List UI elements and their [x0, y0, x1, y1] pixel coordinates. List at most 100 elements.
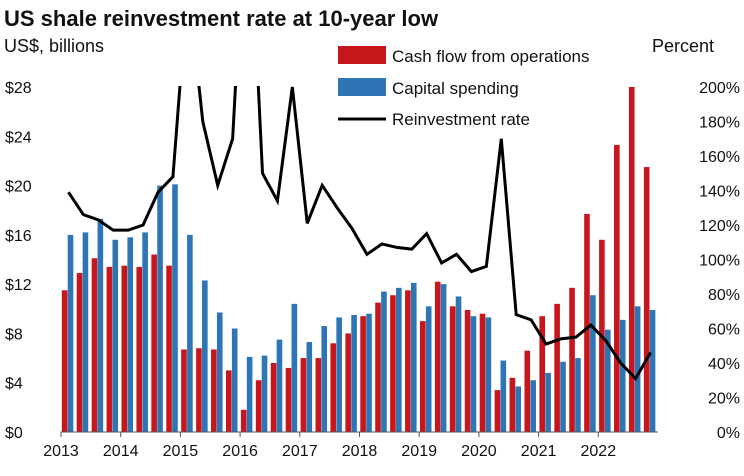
- bar-capital-spending-2014Q4: [172, 184, 178, 432]
- bar-capital-spending-2019Q1: [425, 306, 432, 432]
- y2-tick-label: 120%: [699, 218, 740, 235]
- bar-capital-spending-2016Q1: [246, 356, 253, 432]
- bar-cash-flow-2021Q2: [554, 303, 560, 432]
- bar-cash-flow-2014Q4: [166, 265, 172, 432]
- legend-label-reinvestment-rate: Reinvestment rate: [392, 110, 530, 129]
- left-axis-label: US$, billions: [4, 36, 104, 56]
- bar-capital-spending-2015Q2: [202, 280, 208, 432]
- bar-cash-flow-2020Q3: [509, 377, 516, 432]
- bar-cash-flow-2022Q3: [628, 87, 635, 432]
- bar-cash-flow-2019Q2: [434, 281, 441, 432]
- bar-cash-flow-2020Q2: [494, 390, 501, 432]
- bar-capital-spending-2020Q3: [515, 386, 522, 432]
- bar-capital-spending-2013Q4: [112, 239, 119, 432]
- bar-capital-spending-2017Q3: [336, 317, 342, 432]
- bar-cash-flow-2014Q1: [121, 265, 128, 432]
- y2-tick-label: 80%: [708, 287, 740, 304]
- legend-label-capital-spending: Capital spending: [392, 79, 519, 98]
- x-tick-label-2020: 2020: [461, 443, 497, 460]
- x-tick-label-2022: 2022: [581, 443, 617, 460]
- bar-cash-flow-2022Q4: [643, 167, 650, 432]
- chart-title: US shale reinvestment rate at 10-year lo…: [4, 6, 439, 31]
- x-tick-label-2021: 2021: [521, 443, 557, 460]
- bar-capital-spending-2020Q1: [485, 317, 492, 432]
- bar-capital-spending-2019Q4: [470, 316, 477, 432]
- bar-capital-spending-2015Q4: [231, 328, 238, 432]
- bar-capital-spending-2019Q3: [455, 296, 462, 432]
- bar-cash-flow-2017Q1: [300, 358, 307, 432]
- bar-cash-flow-2016Q2: [255, 380, 262, 432]
- bar-cash-flow-2020Q4: [524, 350, 531, 432]
- bar-capital-spending-2014Q2: [142, 232, 148, 432]
- bar-capital-spending-2015Q1: [187, 234, 193, 432]
- bar-cash-flow-2021Q4: [584, 213, 590, 432]
- bar-capital-spending-2021Q1: [545, 372, 551, 432]
- legend-swatch-capital-spending: [338, 78, 386, 96]
- bar-capital-spending-2022Q3: [634, 306, 641, 432]
- x-tick-label-2018: 2018: [342, 443, 378, 460]
- line-group: [67, 86, 652, 381]
- y2-tick-label: 180%: [699, 115, 740, 132]
- bar-cash-flow-2018Q4: [405, 290, 411, 432]
- bar-capital-spending-2018Q3: [396, 287, 402, 432]
- y2-tick-label: 60%: [708, 322, 740, 339]
- bar-capital-spending-2020Q2: [500, 360, 507, 432]
- bar-capital-spending-2013Q3: [97, 218, 104, 432]
- bar-cash-flow-2016Q4: [285, 367, 292, 432]
- bar-capital-spending-2022Q2: [619, 319, 626, 433]
- x-tick-label-2013: 2013: [43, 443, 79, 460]
- bar-cash-flow-2016Q1: [240, 409, 247, 432]
- bar-cash-flow-2020Q1: [479, 313, 486, 432]
- bar-capital-spending-2022Q4: [649, 310, 656, 432]
- y-tick-label: $20: [5, 179, 32, 196]
- y-tick-label: $28: [5, 80, 32, 97]
- bar-cash-flow-2022Q2: [614, 144, 620, 432]
- bars-group: [61, 87, 656, 433]
- bar-cash-flow-2013Q1: [61, 290, 68, 432]
- bar-cash-flow-2021Q1: [539, 316, 545, 432]
- x-tick-label-2016: 2016: [222, 443, 258, 460]
- bar-cash-flow-2013Q3: [91, 258, 98, 432]
- y-tick-label: $8: [5, 326, 23, 343]
- y2-tick-label: 100%: [699, 253, 740, 270]
- y-tick-label: $4: [5, 376, 23, 393]
- right-axis-label: Percent: [652, 36, 714, 56]
- bar-cash-flow-2019Q3: [449, 306, 456, 432]
- bar-cash-flow-2017Q4: [345, 333, 351, 432]
- y2-tick-label: 20%: [708, 391, 740, 408]
- bar-cash-flow-2013Q4: [106, 266, 113, 432]
- line-reinvestment-rate: [67, 86, 652, 381]
- y2-tick-label: 0%: [717, 425, 740, 442]
- bar-cash-flow-2017Q3: [330, 343, 337, 432]
- bar-capital-spending-2021Q2: [560, 361, 566, 432]
- x-tick-label-2017: 2017: [282, 443, 318, 460]
- legend-label-cash-flow: Cash flow from operations: [392, 47, 589, 66]
- bar-cash-flow-2018Q3: [390, 295, 396, 432]
- bar-cash-flow-2014Q2: [136, 266, 143, 432]
- bar-capital-spending-2014Q1: [127, 237, 133, 432]
- bar-capital-spending-2018Q2: [381, 291, 387, 432]
- legend-swatch-cash-flow: [338, 46, 386, 64]
- legend: Cash flow from operations Capital spendi…: [338, 46, 589, 129]
- y-right-ticks-group: 0% 20% 40% 60% 80% 100% 120% 140% 160% 180% 200%: [699, 80, 740, 442]
- bar-capital-spending-2021Q3: [575, 358, 581, 432]
- x-tick-label-2019: 2019: [401, 443, 437, 460]
- x-ticks-group: 2013 2014 2015 2016 2017 2018 2019 2020 2021 2022: [43, 432, 616, 460]
- y-tick-label: $24: [5, 129, 32, 146]
- bar-capital-spending-2016Q3: [276, 339, 283, 432]
- bar-cash-flow-2017Q2: [315, 358, 322, 432]
- bar-cash-flow-2015Q1: [181, 349, 187, 432]
- bar-capital-spending-2017Q4: [351, 314, 357, 432]
- bar-cash-flow-2019Q4: [464, 310, 471, 432]
- y2-tick-label: 140%: [699, 184, 740, 201]
- y-tick-label: $16: [5, 228, 32, 245]
- bar-cash-flow-2013Q2: [76, 273, 83, 432]
- bar-cash-flow-2014Q3: [151, 254, 157, 432]
- bar-cash-flow-2016Q3: [270, 363, 277, 432]
- bar-capital-spending-2021Q4: [590, 295, 596, 432]
- bar-capital-spending-2016Q2: [261, 355, 268, 432]
- bar-capital-spending-2017Q1: [306, 342, 313, 432]
- bar-cash-flow-2015Q4: [225, 370, 232, 432]
- x-tick-label-2015: 2015: [163, 443, 199, 460]
- bar-capital-spending-2015Q3: [216, 312, 223, 432]
